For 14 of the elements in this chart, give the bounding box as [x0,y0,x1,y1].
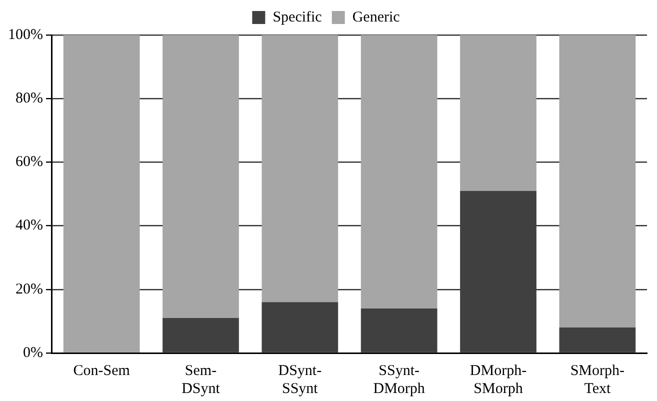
x-tick-label: DSynt- SSynt [278,362,322,397]
y-tick-label: 40% [15,218,43,234]
x-tick-label: SMorph- Text [570,362,625,397]
y-tick-label: 80% [15,90,43,107]
y-tick-label: 0% [22,344,43,361]
x-tick-label: Sem- DSynt [182,362,221,397]
legend-label: Generic [352,9,400,26]
y-tick-label: 100% [8,26,43,43]
x-tick-label: DMorph- SMorph [470,362,527,397]
y-tick-label: 20% [15,281,43,298]
y-tick-label: 60% [15,154,43,170]
x-tick-label: Con-Sem [73,362,130,379]
x-tick-label: SSynt- DMorph [373,362,426,397]
legend-label: Specific [272,9,322,26]
